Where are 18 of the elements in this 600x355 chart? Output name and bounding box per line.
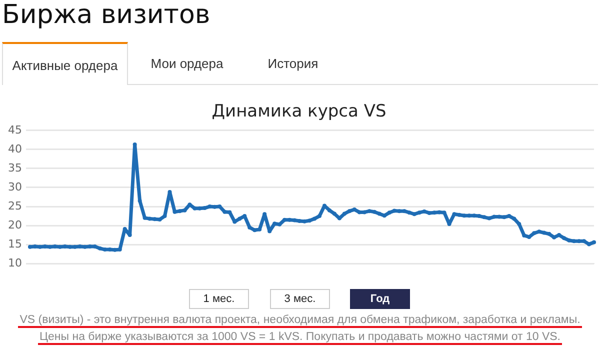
text: Год — [350, 289, 410, 309]
text: Активные ордера — [2, 42, 128, 85]
y-tick-label: 30 — [8, 180, 22, 194]
y-tick-label: 40 — [8, 142, 22, 156]
y-tick-label: 10 — [8, 256, 22, 270]
y-tick-label: 15 — [8, 237, 22, 250]
text: VS (визиты) - это внутрення валюта проекта, необходимая для обмена трафиком, заработка и рекламы. — [18, 314, 582, 328]
y-tick-label: 45 — [8, 123, 22, 136]
text: Цены на бирже указываются за 1000 VS = 1 kVS. Покупать и продавать можно частями от 10 VS. — [38, 331, 562, 345]
text: 1 мес. — [189, 289, 249, 309]
text: 3 мес. — [270, 289, 330, 309]
text: Мои ордера — [150, 55, 224, 73]
text: История — [266, 55, 320, 73]
text: Биржа визитов — [2, 0, 210, 30]
y-tick-label: 20 — [8, 218, 22, 232]
y-tick-label: 35 — [8, 161, 22, 174]
y-tick-label: 25 — [8, 199, 22, 212]
chart-title: Динамика курса VS — [212, 102, 386, 122]
